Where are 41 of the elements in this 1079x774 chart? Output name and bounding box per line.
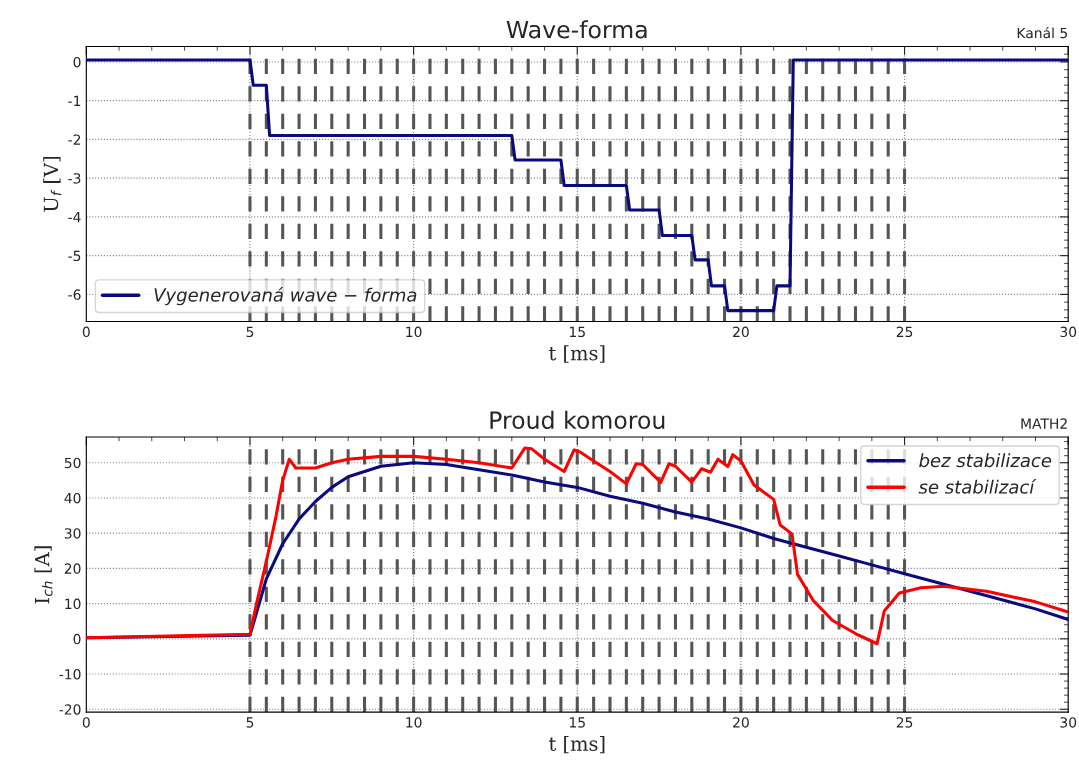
y-tick-label: -4 — [68, 212, 81, 223]
x-tick-label: 0 — [82, 326, 90, 338]
x-tick-label: 15 — [569, 326, 585, 338]
x-tick-label: 10 — [406, 326, 422, 338]
text: Kanál 5 — [1017, 26, 1067, 39]
line-series — [86, 58, 1069, 313]
y-tick-label: -2 — [68, 134, 81, 145]
x-tick-label: 0 — [82, 717, 90, 728]
x-tick-label: 5 — [246, 717, 254, 728]
x-tick-label: 20 — [733, 326, 749, 338]
legend-label: Vygenerovaná wave − forma — [154, 287, 417, 306]
x-tick-label: 25 — [896, 326, 913, 338]
x-axis-title: t [ms] — [549, 735, 605, 754]
y-axis-title: U$_{f}$ [V] — [43, 157, 62, 212]
y-tick-label: 30 — [64, 528, 81, 539]
y-tick-label: 10 — [65, 598, 81, 610]
text: MATH2 — [1021, 418, 1067, 429]
chart-title: Wave-forma — [506, 20, 647, 39]
y-tick-label: 0 — [73, 633, 81, 645]
x-tick-label: 15 — [569, 717, 585, 728]
y-tick-label: 20 — [64, 563, 81, 574]
y-tick-label: -3 — [68, 173, 81, 184]
legend-label: bez stabilizace — [919, 453, 1052, 468]
x-tick-label: 30 — [1060, 326, 1077, 338]
y-tick-label: -6 — [68, 289, 81, 300]
x-tick-label: 20 — [733, 717, 749, 728]
x-tick-label: 10 — [406, 717, 422, 728]
y-tick-label: -1 — [68, 95, 81, 106]
y-tick-label: -10 — [59, 669, 81, 680]
x-tick-label: 25 — [896, 717, 913, 728]
chart-title: Proud komorou — [490, 410, 665, 430]
x-axis-title: t [ms] — [549, 345, 605, 363]
y-tick-label: -5 — [68, 250, 81, 262]
y-tick-label: 0 — [73, 56, 81, 68]
legend-label: se stabilizací — [918, 479, 1037, 494]
x-tick-label: 5 — [246, 326, 254, 338]
y-tick-label: 40 — [64, 492, 81, 504]
y-tick-label: 50 — [64, 457, 81, 469]
y-axis-title: I$_{ch}$ [A] — [34, 546, 53, 604]
x-tick-label: 30 — [1060, 717, 1077, 728]
y-tick-label: -20 — [59, 704, 81, 715]
